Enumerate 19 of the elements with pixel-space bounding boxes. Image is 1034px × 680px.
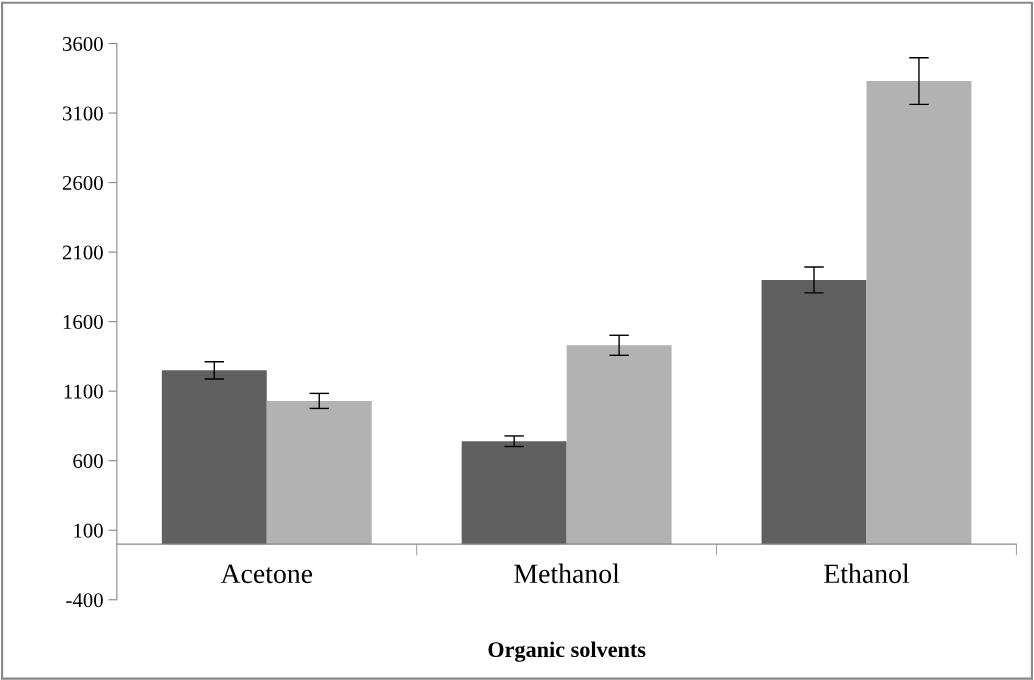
y-tick-label: 1100	[64, 384, 103, 399]
x-tick-label: Acetone	[220, 564, 313, 584]
bar	[161, 370, 267, 545]
y-tick-label: 3100	[62, 106, 103, 121]
y-tick-label: 2100	[62, 245, 103, 260]
y-tick-label: 600	[73, 454, 103, 469]
y-tick-label: -400	[66, 593, 103, 608]
bar	[866, 81, 972, 545]
bar	[761, 279, 867, 545]
x-axis-title: Organic solvents	[488, 641, 646, 662]
y-tick-label: 1600	[63, 315, 103, 330]
bar	[461, 441, 567, 545]
y-tick-label: 3600	[62, 36, 103, 51]
x-tick-label: Ethanol	[824, 563, 910, 584]
bar	[266, 400, 372, 545]
bar	[566, 345, 672, 545]
y-tick-label: 100	[74, 523, 103, 538]
y-tick-label: 2600	[62, 175, 103, 191]
x-tick-label: Methanol	[514, 563, 620, 584]
